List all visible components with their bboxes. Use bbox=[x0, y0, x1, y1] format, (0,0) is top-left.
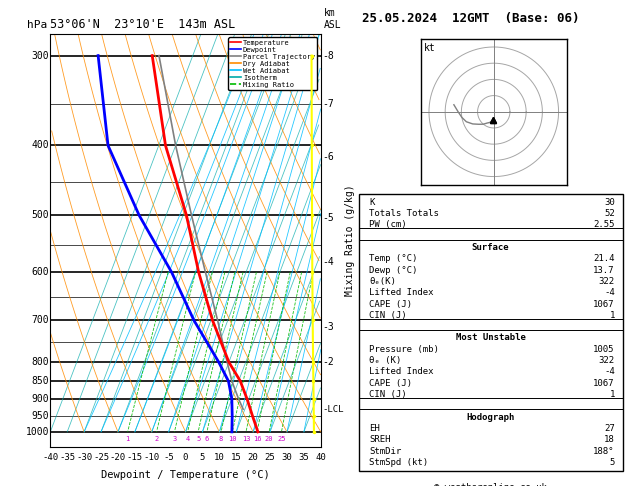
Text: 10: 10 bbox=[228, 436, 237, 442]
Legend: Temperature, Dewpoint, Parcel Trajectory, Dry Adiabat, Wet Adiabat, Isotherm, Mi: Temperature, Dewpoint, Parcel Trajectory… bbox=[228, 37, 317, 90]
Text: SREH: SREH bbox=[369, 435, 391, 444]
Text: Temp (°C): Temp (°C) bbox=[369, 254, 418, 263]
Text: Hodograph: Hodograph bbox=[467, 413, 515, 422]
Text: 188°: 188° bbox=[593, 447, 615, 455]
Text: -7: -7 bbox=[322, 99, 334, 109]
Text: -3: -3 bbox=[322, 322, 334, 332]
Text: 1: 1 bbox=[610, 311, 615, 320]
Text: 1: 1 bbox=[610, 390, 615, 399]
Text: 25.05.2024  12GMT  (Base: 06): 25.05.2024 12GMT (Base: 06) bbox=[362, 12, 579, 25]
Text: θₑ (K): θₑ (K) bbox=[369, 356, 401, 365]
Text: 850: 850 bbox=[31, 376, 49, 386]
Text: -35: -35 bbox=[59, 453, 75, 462]
Text: -2: -2 bbox=[322, 357, 334, 367]
Text: -10: -10 bbox=[143, 453, 160, 462]
Text: 0: 0 bbox=[183, 453, 188, 462]
Text: 16: 16 bbox=[253, 436, 261, 442]
Text: 1067: 1067 bbox=[593, 379, 615, 388]
Text: 5: 5 bbox=[200, 453, 205, 462]
Text: 800: 800 bbox=[31, 357, 49, 367]
Text: 20: 20 bbox=[248, 453, 259, 462]
Text: Dewpoint / Temperature (°C): Dewpoint / Temperature (°C) bbox=[101, 470, 270, 480]
Text: -5: -5 bbox=[322, 213, 334, 224]
Text: 5: 5 bbox=[196, 436, 200, 442]
Text: 700: 700 bbox=[31, 315, 49, 326]
Text: Most Unstable: Most Unstable bbox=[455, 333, 526, 343]
Text: 52: 52 bbox=[604, 209, 615, 218]
Text: -6: -6 bbox=[322, 152, 334, 162]
Text: 13.7: 13.7 bbox=[593, 266, 615, 275]
Text: Surface: Surface bbox=[472, 243, 509, 252]
Text: 600: 600 bbox=[31, 267, 49, 277]
Text: 40: 40 bbox=[315, 453, 326, 462]
Text: 30: 30 bbox=[282, 453, 292, 462]
Text: 8: 8 bbox=[219, 436, 223, 442]
Text: Lifted Index: Lifted Index bbox=[369, 367, 433, 377]
Text: 13: 13 bbox=[242, 436, 250, 442]
Text: Dewp (°C): Dewp (°C) bbox=[369, 266, 418, 275]
Text: CAPE (J): CAPE (J) bbox=[369, 299, 412, 309]
Text: 6: 6 bbox=[205, 436, 209, 442]
Text: -30: -30 bbox=[76, 453, 92, 462]
Text: hPa: hPa bbox=[28, 20, 48, 30]
Text: 15: 15 bbox=[231, 453, 242, 462]
Text: -4: -4 bbox=[604, 288, 615, 297]
Text: 27: 27 bbox=[604, 424, 615, 433]
Text: -25: -25 bbox=[93, 453, 109, 462]
Text: 25: 25 bbox=[277, 436, 286, 442]
Text: 3: 3 bbox=[172, 436, 177, 442]
Text: PW (cm): PW (cm) bbox=[369, 221, 407, 229]
Text: 1067: 1067 bbox=[593, 299, 615, 309]
Text: 950: 950 bbox=[31, 411, 49, 421]
Text: CIN (J): CIN (J) bbox=[369, 390, 407, 399]
Text: 2.55: 2.55 bbox=[593, 221, 615, 229]
Text: Totals Totals: Totals Totals bbox=[369, 209, 439, 218]
Text: CIN (J): CIN (J) bbox=[369, 311, 407, 320]
Text: kt: kt bbox=[424, 43, 435, 53]
Text: -LCL: -LCL bbox=[322, 405, 343, 414]
Text: 300: 300 bbox=[31, 51, 49, 61]
Text: -8: -8 bbox=[322, 51, 334, 61]
Text: © weatheronline.co.uk: © weatheronline.co.uk bbox=[434, 483, 547, 486]
Text: -5: -5 bbox=[164, 453, 174, 462]
Text: 10: 10 bbox=[214, 453, 225, 462]
Text: StmDir: StmDir bbox=[369, 447, 401, 455]
Text: 322: 322 bbox=[599, 356, 615, 365]
Text: -40: -40 bbox=[42, 453, 58, 462]
Text: 500: 500 bbox=[31, 210, 49, 220]
Text: 20: 20 bbox=[265, 436, 274, 442]
Text: 322: 322 bbox=[599, 277, 615, 286]
Text: Lifted Index: Lifted Index bbox=[369, 288, 433, 297]
Text: 4: 4 bbox=[186, 436, 190, 442]
Text: 1005: 1005 bbox=[593, 345, 615, 354]
Text: 18: 18 bbox=[604, 435, 615, 444]
Text: 1000: 1000 bbox=[25, 427, 49, 437]
Text: 2: 2 bbox=[154, 436, 159, 442]
Text: K: K bbox=[369, 198, 374, 207]
Text: θₑ(K): θₑ(K) bbox=[369, 277, 396, 286]
Text: 900: 900 bbox=[31, 394, 49, 404]
Text: StmSpd (kt): StmSpd (kt) bbox=[369, 458, 428, 467]
Text: -20: -20 bbox=[110, 453, 126, 462]
Text: -15: -15 bbox=[127, 453, 143, 462]
Text: 5: 5 bbox=[610, 458, 615, 467]
Text: 30: 30 bbox=[604, 198, 615, 207]
Text: 21.4: 21.4 bbox=[593, 254, 615, 263]
Text: Mixing Ratio (g/kg): Mixing Ratio (g/kg) bbox=[345, 185, 355, 296]
Text: -4: -4 bbox=[322, 257, 334, 267]
Text: EH: EH bbox=[369, 424, 380, 433]
Text: 25: 25 bbox=[265, 453, 276, 462]
Text: 35: 35 bbox=[299, 453, 309, 462]
Text: km
ASL: km ASL bbox=[323, 8, 341, 30]
Text: -4: -4 bbox=[604, 367, 615, 377]
Text: 1: 1 bbox=[126, 436, 130, 442]
Text: Pressure (mb): Pressure (mb) bbox=[369, 345, 439, 354]
Text: 400: 400 bbox=[31, 140, 49, 151]
Text: 53°06'N  23°10'E  143m ASL: 53°06'N 23°10'E 143m ASL bbox=[50, 18, 236, 32]
Text: CAPE (J): CAPE (J) bbox=[369, 379, 412, 388]
